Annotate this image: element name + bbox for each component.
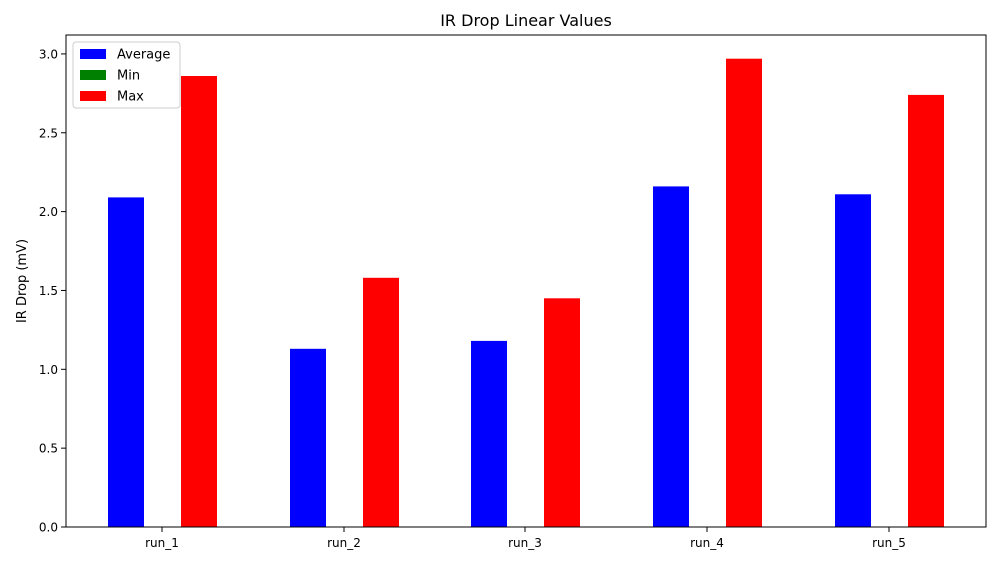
bars-layer <box>108 58 944 528</box>
bar-max-run_1 <box>181 76 217 527</box>
y-axis-label: IR Drop (mV) <box>15 239 30 323</box>
plot-frame <box>65 34 987 528</box>
legend-label-min: Min <box>117 69 140 84</box>
legend-swatch-max <box>80 91 106 101</box>
legend: Average Min Max <box>72 41 181 109</box>
y-tick-label: 1.0 <box>39 363 58 377</box>
y-tick-label: 1.5 <box>39 284 58 298</box>
bar-average-run_2 <box>290 348 326 527</box>
x-axis-ticks: run_1 run_2 run_3 run_4 run_5 <box>145 527 906 550</box>
bar-average-run_1 <box>108 197 144 527</box>
bar-average-run_5 <box>835 194 871 528</box>
bar-average-run_3 <box>471 340 507 527</box>
bar-average-run_4 <box>653 186 689 527</box>
x-tick-label: run_3 <box>508 536 542 550</box>
legend-label-average: Average <box>117 48 170 63</box>
legend-swatch-min <box>80 70 106 80</box>
y-tick-label: 2.0 <box>39 205 58 219</box>
legend-label-max: Max <box>117 90 144 105</box>
y-axis-ticks: 0.0 0.5 1.0 1.5 2.0 2.5 3.0 <box>39 47 66 535</box>
bar-max-run_5 <box>908 94 944 528</box>
x-tick-label: run_2 <box>327 536 361 550</box>
x-tick-label: run_1 <box>145 536 179 550</box>
y-tick-label: 0.0 <box>39 521 58 535</box>
y-tick-label: 0.5 <box>39 442 58 456</box>
chart-title: IR Drop Linear Values <box>440 11 612 30</box>
bar-max-run_4 <box>726 58 762 527</box>
y-tick-label: 2.5 <box>39 126 58 140</box>
y-tick-label: 3.0 <box>39 47 58 61</box>
x-tick-label: run_5 <box>872 536 906 550</box>
x-tick-label: run_4 <box>690 536 724 550</box>
legend-swatch-average <box>80 49 106 59</box>
bar-max-run_2 <box>363 277 399 527</box>
bar-max-run_3 <box>544 298 580 527</box>
